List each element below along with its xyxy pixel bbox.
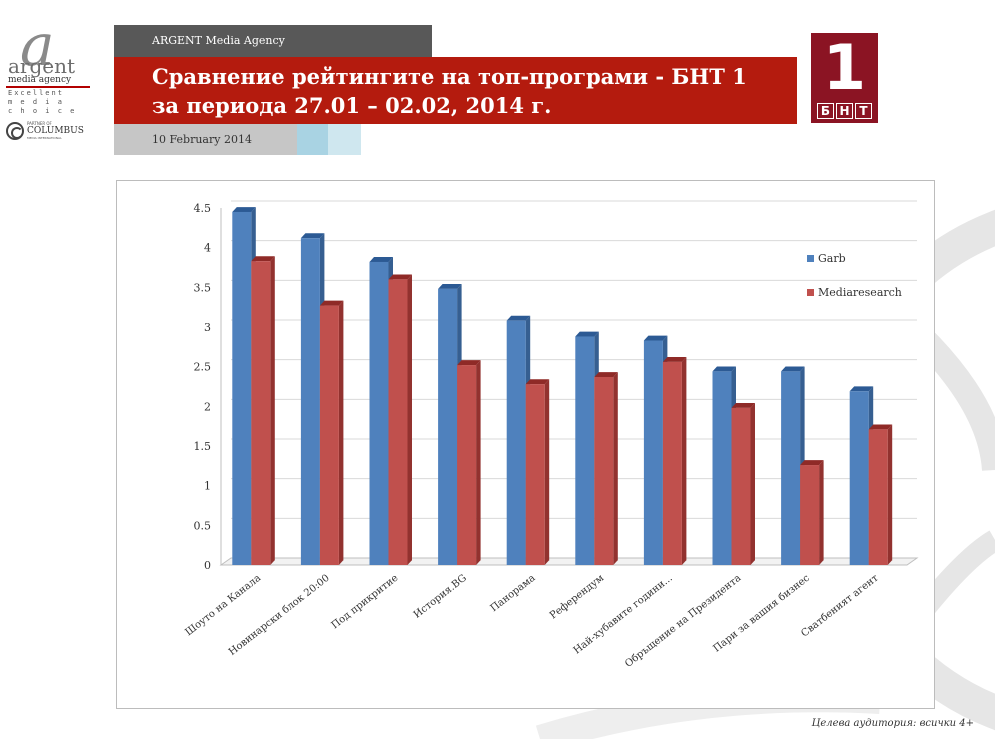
bar-side bbox=[476, 360, 481, 565]
x-tick-label: Сватбеният агент bbox=[799, 572, 881, 639]
bar-top bbox=[575, 331, 599, 337]
bar-garb bbox=[438, 288, 458, 565]
bar-side bbox=[681, 357, 687, 565]
date-label: 10 February 2014 bbox=[114, 124, 297, 155]
bar-garb bbox=[369, 261, 389, 565]
bar-top bbox=[594, 372, 618, 377]
bnt1-logo: 1 Б Н Т bbox=[811, 33, 878, 123]
y-tick-label: 3 bbox=[204, 321, 211, 334]
bar-side bbox=[270, 256, 275, 565]
date-accent-block-light bbox=[328, 124, 361, 155]
bar-garb bbox=[232, 211, 252, 565]
x-tick-label: Обръщение на Президента bbox=[623, 573, 743, 670]
y-tick-label: 4.5 bbox=[194, 202, 212, 215]
bnt1-logo-letter: Т bbox=[855, 103, 872, 119]
page-title-line-1: Сравнение рейтингите на топ-програми - Б… bbox=[152, 64, 747, 89]
bar-top bbox=[800, 460, 824, 466]
bar-garb bbox=[506, 320, 526, 565]
bar-garb bbox=[575, 336, 595, 565]
bar-top bbox=[849, 386, 874, 392]
legend-swatch bbox=[807, 255, 814, 262]
legend-label: Garb bbox=[818, 252, 846, 265]
legend-swatch bbox=[807, 289, 814, 296]
x-tick-label: Референдум bbox=[548, 573, 606, 622]
columbus-sub: MEDIA INTERNATIONAL bbox=[27, 136, 62, 140]
bar-side bbox=[887, 424, 893, 565]
chart-frame: 0 0.5 1 1.5 2 2.5 3 3.5 4 4.5 Шоуто на Канала Новин… bbox=[116, 180, 935, 709]
bar-mediaresearch bbox=[800, 465, 820, 565]
bnt1-logo-number: 1 bbox=[822, 31, 867, 104]
bar-top bbox=[643, 335, 668, 341]
bar-side bbox=[407, 274, 412, 565]
columbus-name: COLUMBUS bbox=[27, 126, 84, 136]
x-tick-label: Шоуто на Канала bbox=[183, 573, 263, 639]
bar-garb bbox=[712, 371, 732, 565]
bar-garb bbox=[849, 391, 869, 565]
bar-top bbox=[868, 424, 893, 430]
bar-top bbox=[662, 357, 687, 362]
bar-mediaresearch bbox=[594, 376, 614, 565]
bar-garb bbox=[781, 371, 801, 565]
columbus-logo: PARTNER OF COLUMBUS MEDIA INTERNATIONAL bbox=[6, 121, 92, 140]
bar-top bbox=[457, 360, 481, 366]
y-tick-label: 4 bbox=[204, 242, 211, 255]
argent-tagline-3: c h o i c e bbox=[8, 107, 77, 115]
bar-mediaresearch bbox=[525, 384, 545, 565]
x-tick-label: Панорама bbox=[489, 573, 538, 615]
x-tick-label: История.BG bbox=[412, 573, 469, 621]
bar-top bbox=[525, 379, 550, 385]
y-tick-label: 1 bbox=[204, 480, 211, 493]
columbus-partner-label: PARTNER OF bbox=[27, 121, 52, 126]
page-title-line-2: за периода 27.01 – 02.02, 2014 г. bbox=[152, 93, 552, 118]
bar-top bbox=[712, 366, 736, 372]
bar-top bbox=[506, 315, 531, 321]
bar-garb bbox=[300, 238, 320, 565]
argent-logo: a argent media agency Excellent m e d i … bbox=[6, 16, 92, 140]
y-tick-label: 0.5 bbox=[194, 519, 212, 532]
bar-side bbox=[544, 379, 550, 565]
bar-mediaresearch bbox=[251, 261, 271, 565]
bar-top bbox=[319, 300, 344, 306]
x-tick-label: Под прикритие bbox=[330, 573, 401, 632]
agency-bar: ARGENT Media Agency bbox=[114, 25, 432, 57]
y-tick-label: 3.5 bbox=[194, 281, 212, 294]
bar-top bbox=[438, 284, 462, 289]
bar-garb bbox=[643, 340, 663, 565]
argent-tagline-2: m e d i a bbox=[8, 98, 64, 106]
bar-top bbox=[251, 256, 275, 262]
bar-top bbox=[300, 233, 325, 239]
bar-mediaresearch bbox=[731, 407, 751, 565]
bar-mediaresearch bbox=[319, 305, 339, 565]
bar-mediaresearch bbox=[388, 279, 408, 565]
page-title: Сравнение рейтингите на топ-програми - Б… bbox=[114, 57, 797, 124]
bnt1-logo-letter: Б bbox=[817, 103, 834, 119]
date-accent-block bbox=[297, 124, 328, 155]
argent-logo-name: argent bbox=[8, 54, 76, 78]
y-tick-label: 2.5 bbox=[194, 361, 212, 374]
bar-side bbox=[750, 403, 755, 565]
bar-top bbox=[388, 274, 412, 280]
bar-side bbox=[613, 372, 618, 565]
bar-top bbox=[731, 403, 755, 408]
bar-mediaresearch bbox=[662, 361, 682, 565]
argent-logo-sub: media agency bbox=[6, 75, 90, 88]
legend-label: Mediaresearch bbox=[818, 286, 902, 299]
bar-top bbox=[781, 366, 805, 372]
bar-mediaresearch bbox=[457, 365, 477, 565]
bar-top bbox=[369, 257, 393, 262]
target-audience-note: Целева аудитория: всички 4+ bbox=[811, 718, 974, 729]
bar-mediaresearch bbox=[868, 429, 888, 565]
bar-side bbox=[338, 300, 344, 565]
columbus-icon bbox=[6, 121, 24, 140]
y-tick-label: 0 bbox=[204, 559, 211, 572]
argent-tagline-1: Excellent bbox=[8, 89, 64, 97]
y-tick-label: 2 bbox=[204, 400, 211, 413]
bnt1-logo-letter: Н bbox=[836, 103, 853, 119]
bar-side bbox=[819, 460, 824, 565]
bar-top bbox=[232, 207, 256, 212]
y-tick-label: 1.5 bbox=[194, 440, 212, 453]
bnt1-logo-word: Б Н Т bbox=[817, 103, 872, 119]
